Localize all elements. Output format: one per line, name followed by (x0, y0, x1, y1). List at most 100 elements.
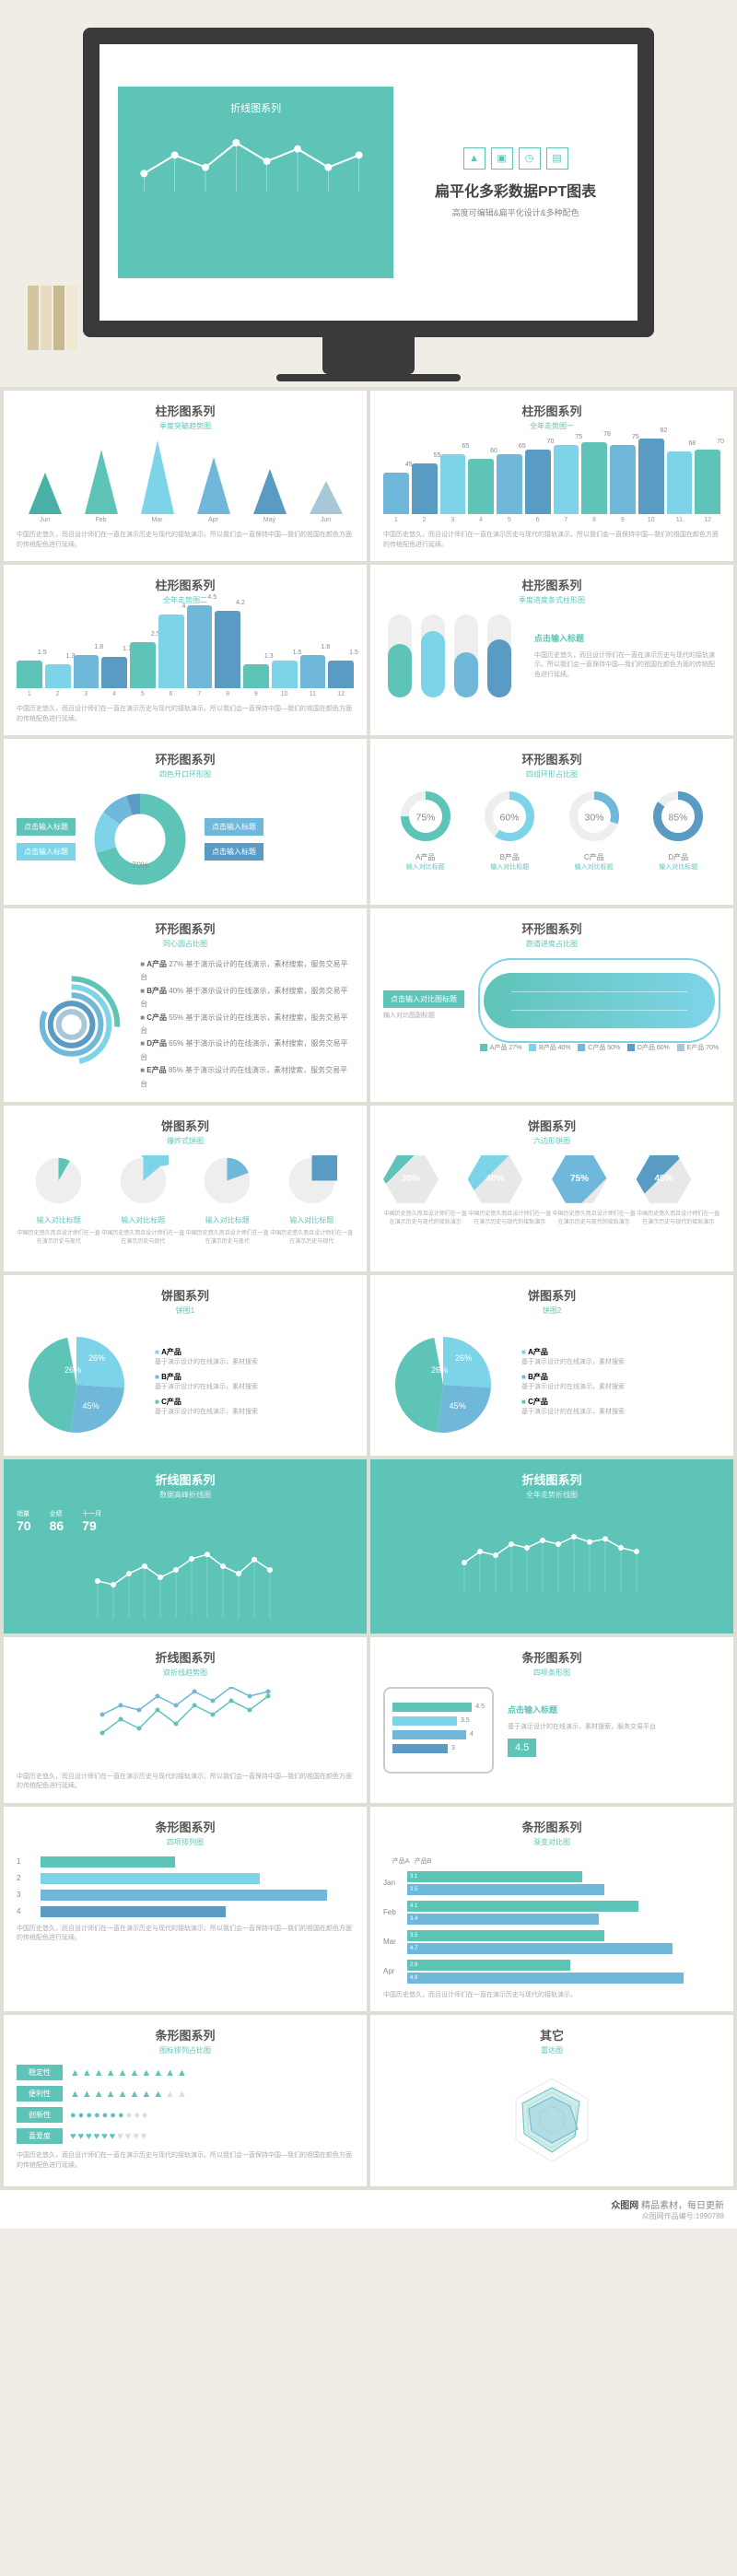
line-chart (17, 1535, 354, 1618)
monitor-stand (322, 337, 415, 374)
slide-subtitle: 四项排列图 (17, 1837, 354, 1847)
phone-frame: 4.53.543 (383, 1687, 494, 1774)
monitor-frame: 折线图系列 ▲ ▣ ◷ ▤ 扁平化多彩数据PPT图表 高度可编辑&扁平化设计&多… (83, 28, 654, 337)
pill-bars (383, 615, 516, 697)
hero-icon-row: ▲ ▣ ◷ ▤ (412, 147, 619, 170)
hero-chart-panel: 折线图系列 (118, 87, 393, 278)
slide-subtitle: 渐变对比图 (383, 1837, 720, 1847)
hbar-row: Mar3.54.7 (383, 1930, 720, 1954)
hex-item: 30%中国历史悠久而且设计师们在一直在演示历史与现代的接轨演示 (383, 1155, 468, 1225)
hbar-row: Apr2.94.9 (383, 1960, 720, 1984)
slide-subtitle: 四色开口环形图 (17, 769, 354, 779)
hbar-chart: 1234 (17, 1856, 354, 1917)
slide-title: 柱形图系列 (17, 576, 354, 593)
main-title: 扁平化多彩数据PPT图表 (412, 179, 619, 201)
footer-tag: 精品素材，每日更新 (641, 2201, 724, 2211)
sub-title: 高度可编辑&扁平化设计&多种配色 (412, 206, 619, 218)
mini-donut: 85%D产品输入对比标题 (650, 789, 706, 872)
line-chart (383, 1509, 720, 1592)
slide-desc: 中国历史悠久，而且设计师们在一直在演示历史与现代的接轨演示。所以我们会一直保持中… (17, 1773, 354, 1792)
slide: 折线图系列 数据高峰折线图 销量70业绩86十一月79 (4, 1459, 367, 1633)
side-title: 点击输入标题 (508, 1704, 720, 1715)
slide-subtitle: 跑道进度占比图 (383, 939, 720, 949)
arc-legend-item: ■ A产品 27% 基于演示设计的在线演示，素材搜索，服务交易平台 (140, 958, 354, 985)
slide-desc: 中国历史悠久，而且设计师们在一直在演示历史与现代的接轨演示。所以我们会一直保持中… (383, 531, 720, 550)
slide: 饼图系列 饼图2 26%26%45%■ A产品基于演示设计的在线演示，素材搜索■… (370, 1275, 733, 1456)
slide: 环形图系列 同心圆占比图 ■ A产品 27% 基于演示设计的在线演示，素材搜索，… (4, 908, 367, 1102)
mini-donut: 30%C产品输入对比标题 (567, 789, 622, 872)
slide: 柱形图系列 季度进度条式柱形图 点击输入标题中国历史悠久，而且设计师们在一直在演… (370, 565, 733, 735)
slide: 柱形图系列 季度突破趋势图 50%Jun78%Feb89%Mar69%Apr55… (4, 391, 367, 561)
hbar-row: Feb4.13.4 (383, 1901, 720, 1925)
slide-title: 环形图系列 (383, 750, 720, 767)
svg-text:26%: 26% (431, 1365, 448, 1375)
mini-donut: 75%A产品输入对比标题 (398, 789, 453, 872)
donut-label: 点击输入标题 (205, 818, 263, 836)
slide-title: 折线图系列 (383, 1470, 720, 1488)
chart-icon: ▲ (463, 147, 485, 170)
hbar-row: 1 (17, 1856, 354, 1868)
slide-title: 折线图系列 (17, 1648, 354, 1666)
clock-icon: ◷ (519, 147, 541, 170)
pie-legend-item: ■ C产品基于演示设计的在线演示，素材搜索 (521, 1397, 625, 1416)
slide-subtitle: 双折线趋势图 (17, 1668, 354, 1678)
pie-item: 输入对比标题中国历史悠久而且设计师们在一直在演示历史与现代 (17, 1155, 101, 1245)
double-hbar-chart: Jan3.13.5Feb4.13.4Mar3.54.7Apr2.94.9 (383, 1871, 720, 1984)
document-icon: ▤ (546, 147, 568, 170)
hero-line-chart (132, 124, 378, 198)
arc-legend-item: ■ C产品 55% 基于演示设计的在线演示，素材搜索，服务交易平台 (140, 1012, 354, 1038)
big-pie: 26%26%45%■ A产品基于演示设计的在线演示，素材搜索■ B产品基于演示设… (383, 1325, 720, 1445)
track-btn-sub: 输入对比图副标题 (383, 1011, 464, 1020)
svg-text:70%: 70% (132, 861, 148, 870)
slide: 条形图系列 四项排列图 1234中国历史悠久，而且设计师们在一直在演示历史与现代… (4, 1807, 367, 2012)
slides-grid: 柱形图系列 季度突破趋势图 50%Jun78%Feb89%Mar69%Apr55… (0, 387, 737, 2190)
presentation-icon: ▣ (491, 147, 513, 170)
slide-subtitle: 数据高峰折线图 (17, 1490, 354, 1500)
slide: 饼图系列 饼图1 26%26%45%■ A产品基于演示设计的在线演示，素材搜索■… (4, 1275, 367, 1456)
slide-desc: 中国历史悠久，而且设计师们在一直在演示历史与现代的接轨演示。所以我们会一直保持中… (17, 2151, 354, 2171)
hero-mini-title: 折线图系列 (132, 100, 380, 115)
legend-item: B产品 40% (529, 1043, 571, 1052)
mini-donuts: 75%A产品输入对比标题 60%B产品输入对比标题 30%C产品输入对比标题 85%D… (383, 789, 720, 872)
pie-item: 输入对比标题中国历史悠久而且设计师们在一直在演示历史与现代 (101, 1155, 186, 1245)
slide-title: 条形图系列 (383, 1648, 720, 1666)
slide-title: 柱形图系列 (383, 402, 720, 419)
slide-subtitle: 四组环形占比图 (383, 769, 720, 779)
pie-item: 输入对比标题中国历史悠久而且设计师们在一直在演示历史与现代 (270, 1155, 355, 1245)
footer-site: 众图网 (611, 2201, 638, 2211)
donut-label: 点击输入标题 (17, 818, 76, 836)
slide: 饼图系列 爆炸式饼图 输入对比标题中国历史悠久而且设计师们在一直在演示历史与现代… (4, 1106, 367, 1271)
slide-title: 饼图系列 (383, 1286, 720, 1304)
monitor-base (276, 374, 461, 381)
pies: 输入对比标题中国历史悠久而且设计师们在一直在演示历史与现代输入对比标题中国历史悠… (17, 1155, 354, 1245)
slide-subtitle: 全年走势折线图 (383, 1490, 720, 1500)
slide: 饼图系列 六边形饼图 30%中国历史悠久而且设计师们在一直在演示历史与现代的接轨… (370, 1106, 733, 1271)
legend-item: D产品 60% (627, 1043, 670, 1052)
pie-legend-item: ■ A产品基于演示设计的在线演示，素材搜索 (155, 1347, 258, 1366)
slide: 其它 雷达图 (370, 2015, 733, 2186)
side-desc: 基于演示设计的在线演示，素材搜索，服务交易平台 (508, 1723, 720, 1733)
svg-text:45%: 45% (83, 1401, 99, 1411)
pie-legend-item: ■ B产品基于演示设计的在线演示，素材搜索 (521, 1372, 625, 1391)
hbar-row: 3 (17, 1890, 354, 1901)
hero-section: 折线图系列 ▲ ▣ ◷ ▤ 扁平化多彩数据PPT图表 高度可编辑&扁平化设计&多… (0, 0, 737, 387)
svg-text:30%: 30% (584, 813, 603, 824)
slide-title: 柱形图系列 (383, 576, 720, 593)
slide-title: 环形图系列 (17, 919, 354, 937)
slide-subtitle: 六边形饼图 (383, 1136, 720, 1146)
pie-legend-item: ■ C产品基于演示设计的在线演示，素材搜索 (155, 1397, 258, 1416)
slide-title: 环形图系列 (17, 750, 354, 767)
rating-row: 便利性▲▲▲▲▲▲▲▲▲▲ (17, 2086, 354, 2102)
page-footer: 众图网 精品素材，每日更新 众图网作品编号:1990788 (0, 2190, 737, 2229)
slide: 环形图系列 跑道进度占比图 点击输入对比图标题输入对比图副标题A产品 27%B产… (370, 908, 733, 1102)
slide-subtitle: 四项条形图 (383, 1668, 720, 1678)
slide-subtitle: 爆炸式饼图 (17, 1136, 354, 1146)
svg-text:85%: 85% (669, 813, 688, 824)
mini-donut: 60%B产品输入对比标题 (482, 789, 537, 872)
slide-desc: 中国历史悠久，而且设计师们在一直在演示历史与现代的接轨演示。所以我们会一直保持中… (17, 1925, 354, 1944)
slide-title: 折线图系列 (17, 1470, 354, 1488)
svg-text:45%: 45% (450, 1401, 466, 1411)
legend-item: C产品 50% (578, 1043, 620, 1052)
monitor-screen: 折线图系列 ▲ ▣ ◷ ▤ 扁平化多彩数据PPT图表 高度可编辑&扁平化设计&多… (99, 44, 638, 321)
svg-text:75%: 75% (415, 813, 435, 824)
